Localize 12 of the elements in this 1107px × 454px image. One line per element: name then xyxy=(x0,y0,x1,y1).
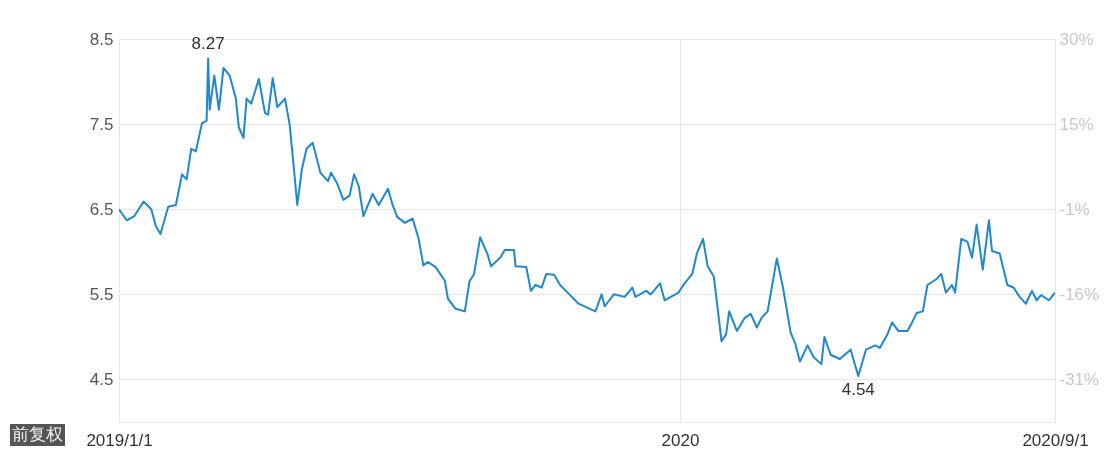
annotation: 8.27 xyxy=(191,33,225,53)
y-tick-label: 4.5 xyxy=(89,369,114,389)
y-tick-label: 8.5 xyxy=(89,29,114,49)
line-series xyxy=(119,57,1055,378)
x-tick-label: 2020 xyxy=(661,430,700,450)
text: 前复权 xyxy=(10,424,65,446)
x-tick-label: 2020/9/1 xyxy=(1022,430,1089,450)
y-tick-label: 5.5 xyxy=(89,284,114,304)
y-tick-label: 7.5 xyxy=(89,114,114,134)
x-tick-label: 2019/1/1 xyxy=(86,430,153,450)
y-tick-label: 6.5 xyxy=(89,199,114,219)
annotation: 4.54 xyxy=(841,380,875,400)
